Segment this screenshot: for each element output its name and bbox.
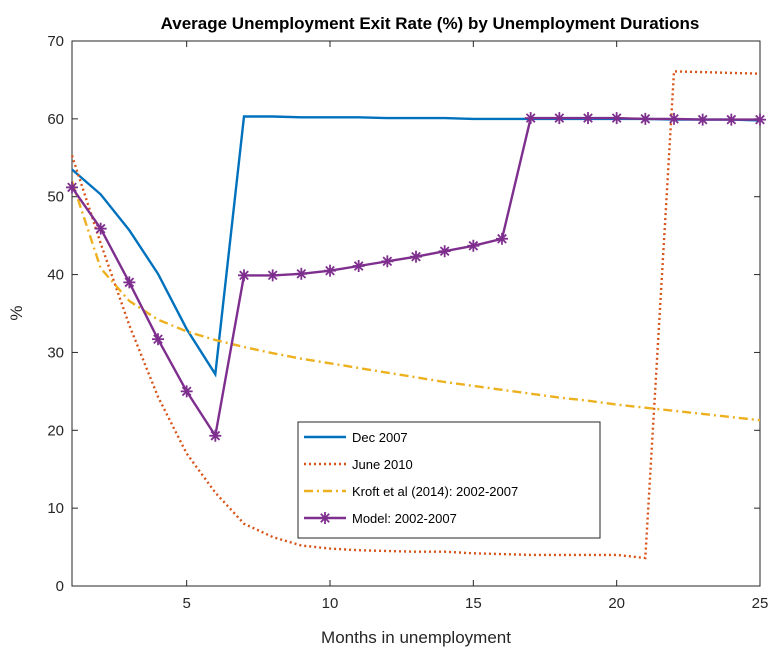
series-line — [70, 180, 761, 422]
series-marker — [324, 264, 336, 277]
legend-label: June 2010 — [352, 457, 413, 472]
series-marker — [266, 269, 279, 282]
series-marker — [381, 255, 394, 268]
y-tick-label: 60 — [47, 111, 64, 128]
series-marker — [295, 267, 308, 280]
x-axis-label: Months in unemployment — [321, 628, 511, 647]
y-tick-label: 20 — [47, 422, 64, 439]
x-tick-label: 20 — [608, 595, 625, 612]
series-marker — [94, 222, 107, 235]
x-tick-label: 10 — [322, 595, 339, 612]
series-marker — [438, 245, 451, 258]
legend-label: Kroft et al (2014): 2002-2007 — [352, 484, 518, 499]
series-marker — [238, 269, 250, 282]
y-tick-label: 0 — [56, 578, 64, 595]
chart-title: Average Unemployment Exit Rate (%) by Un… — [161, 14, 700, 33]
series-marker — [668, 112, 680, 125]
series-marker — [410, 250, 422, 263]
y-tick-label: 50 — [47, 189, 64, 206]
axis-ticks: 5 10 15 20 25 0 10 20 30 40 50 60 70 — [47, 33, 768, 612]
series-marker — [553, 112, 566, 125]
y-tick-label: 40 — [47, 267, 64, 284]
series-marker — [319, 512, 331, 524]
series-marker — [180, 385, 193, 398]
x-tick-label: 25 — [752, 595, 769, 612]
series-marker — [639, 112, 652, 125]
series-marker — [66, 181, 78, 194]
series-marker — [754, 113, 766, 126]
plot-series — [66, 70, 766, 560]
x-tick-label: 15 — [465, 595, 482, 612]
legend-label: Dec 2007 — [352, 430, 408, 445]
series-marker — [610, 112, 623, 125]
legend-label: Model: 2002-2007 — [352, 511, 457, 526]
series-marker — [352, 260, 365, 273]
y-axis-label: % — [7, 305, 26, 320]
legend-box — [297, 421, 601, 539]
series-marker — [496, 232, 508, 245]
series-marker — [696, 113, 709, 126]
series-line — [70, 70, 761, 560]
x-tick-label: 5 — [182, 595, 190, 612]
legend: Dec 2007 June 2010 Kroft et al (2014): 200… — [297, 421, 601, 539]
series-marker — [467, 239, 480, 252]
series-marker — [524, 112, 537, 125]
series-marker — [123, 276, 136, 289]
series-marker — [209, 429, 222, 442]
series-marker — [725, 113, 738, 126]
y-tick-label: 70 — [47, 33, 64, 50]
series-marker — [152, 333, 164, 346]
series-marker — [582, 112, 594, 125]
y-tick-label: 10 — [47, 500, 64, 517]
y-tick-label: 30 — [47, 344, 64, 361]
